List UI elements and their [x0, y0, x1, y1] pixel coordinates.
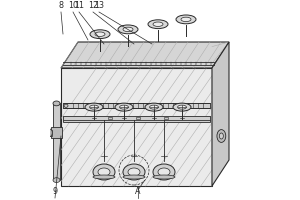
Polygon shape [61, 42, 229, 68]
Text: 9: 9 [52, 188, 58, 196]
Ellipse shape [176, 15, 196, 24]
Ellipse shape [158, 168, 170, 176]
Ellipse shape [115, 103, 133, 111]
Ellipse shape [219, 133, 223, 139]
Ellipse shape [148, 20, 168, 29]
Ellipse shape [123, 27, 133, 32]
Ellipse shape [178, 105, 186, 109]
Bar [63, 116, 210, 120]
Ellipse shape [145, 103, 163, 111]
Text: 13: 13 [94, 1, 104, 10]
Ellipse shape [48, 129, 52, 136]
Text: 12: 12 [88, 1, 98, 10]
Bar [48, 130, 52, 136]
Ellipse shape [64, 104, 68, 107]
Ellipse shape [181, 17, 191, 22]
Ellipse shape [153, 175, 175, 179]
Ellipse shape [153, 164, 175, 180]
Ellipse shape [118, 25, 138, 34]
Bar [63, 103, 210, 108]
Bar [136, 117, 140, 119]
Polygon shape [212, 42, 229, 186]
Ellipse shape [98, 168, 110, 176]
Ellipse shape [53, 101, 60, 106]
Bar [53, 103, 60, 180]
Ellipse shape [123, 175, 145, 179]
Text: 11: 11 [74, 1, 84, 10]
Ellipse shape [90, 30, 110, 39]
Bar [164, 117, 168, 119]
Text: 10: 10 [68, 1, 78, 10]
Text: 8: 8 [58, 1, 64, 10]
Ellipse shape [93, 175, 115, 179]
Bar [63, 116, 210, 122]
Text: A: A [135, 188, 141, 196]
Ellipse shape [153, 22, 163, 26]
Bar [61, 68, 212, 186]
Ellipse shape [95, 32, 105, 36]
Ellipse shape [93, 164, 115, 180]
Ellipse shape [173, 103, 191, 111]
Ellipse shape [123, 164, 145, 180]
Bar [51, 127, 62, 138]
Bar [108, 117, 112, 119]
Ellipse shape [85, 103, 103, 111]
Ellipse shape [217, 130, 226, 142]
Ellipse shape [90, 105, 98, 109]
Ellipse shape [128, 168, 140, 176]
Ellipse shape [120, 105, 128, 109]
Ellipse shape [150, 105, 158, 109]
Ellipse shape [53, 178, 60, 182]
